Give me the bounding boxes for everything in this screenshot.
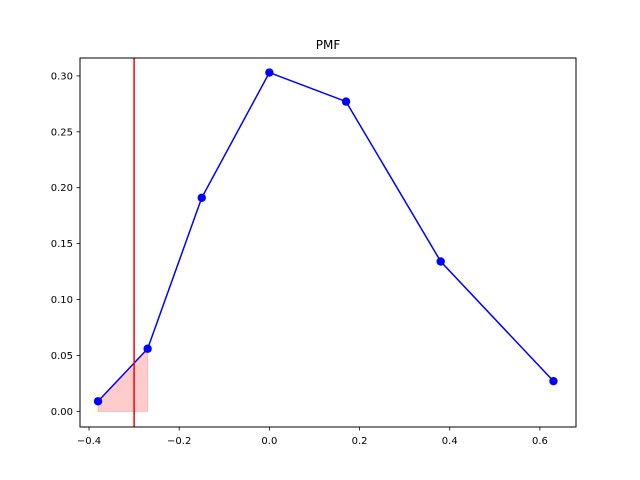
y-tick-label: 0.05	[51, 351, 73, 362]
x-tick-label: 0.2	[352, 436, 368, 447]
chart-title: PMF	[316, 38, 341, 52]
y-tick-label: 0.10	[51, 295, 73, 306]
data-point	[143, 344, 152, 353]
data-point	[549, 376, 558, 386]
data-point	[265, 68, 274, 77]
y-tick-label: 0.25	[51, 127, 73, 138]
y-tick-label: 0.15	[51, 239, 73, 250]
y-tick-label: 0.00	[51, 407, 73, 418]
y-tick-label: 0.30	[51, 71, 73, 82]
x-tick-label: 0.0	[261, 436, 277, 447]
x-tick-label: −0.4	[77, 436, 101, 447]
data-point	[436, 257, 445, 266]
y-tick-label: 0.20	[51, 183, 73, 194]
data-point	[93, 397, 103, 406]
x-tick-label: 0.4	[442, 436, 458, 447]
data-point	[341, 97, 351, 106]
axis-ticks: −0.4 −0.2 0.0 0.2 0.4 0.6 0.00 0.05 0.10 0.15 0.20…	[51, 71, 548, 447]
x-tick-label: 0.6	[532, 436, 548, 447]
x-tick-label: −0.2	[167, 436, 191, 447]
data-point	[197, 193, 206, 202]
plot-area	[93, 58, 558, 427]
axes-frame	[79, 57, 577, 428]
